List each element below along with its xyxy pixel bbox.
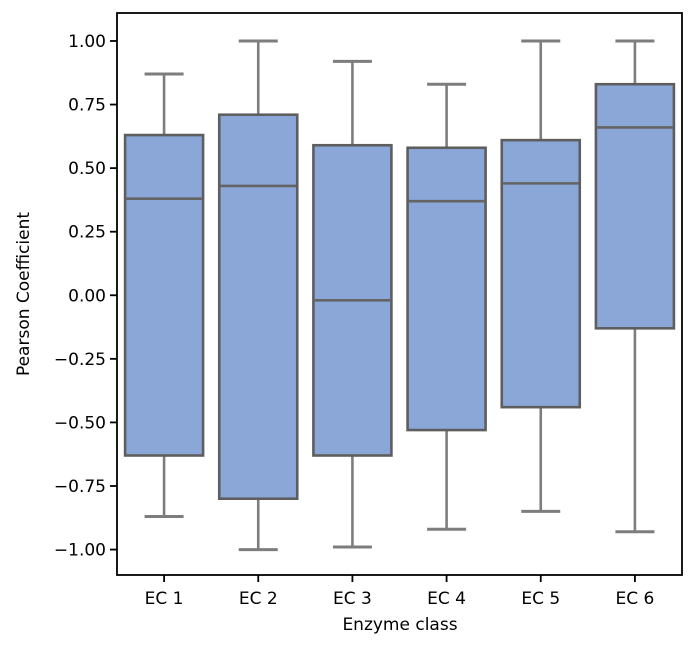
box-rect xyxy=(406,146,487,432)
x-tick-label: EC 2 xyxy=(239,589,278,609)
y-tick-label: −0.75 xyxy=(54,477,106,497)
x-tick-label: EC 1 xyxy=(145,589,184,609)
box-group-ec-1 xyxy=(123,72,205,519)
box-group-ec-5 xyxy=(500,39,582,513)
y-axis-label: Pearson Coefficient xyxy=(14,212,34,376)
box-rect xyxy=(500,138,582,409)
x-axis-label: Enzyme class xyxy=(342,615,457,635)
chart-layer: EC 1 EC 2 EC 3 EC 4 EC 5 EC 6 1.00 0.75 0.50 0.25… xyxy=(54,12,683,609)
y-tick-label: −1.00 xyxy=(54,541,106,561)
box-group-ec-4 xyxy=(406,82,487,531)
y-tick-label: 0.00 xyxy=(68,286,106,306)
y-tick-label: −0.50 xyxy=(54,413,106,433)
y-tick-label: −0.25 xyxy=(54,350,106,370)
box-group-ec-3 xyxy=(312,59,393,549)
x-tick-label: EC 3 xyxy=(333,589,372,609)
y-tick-label: 1.00 xyxy=(68,32,106,52)
axes-spine xyxy=(116,12,683,576)
y-tick-label: 0.25 xyxy=(68,223,106,243)
x-tick-label: EC 5 xyxy=(521,589,560,609)
x-tick-label: EC 6 xyxy=(615,589,654,609)
x-tick-label: EC 4 xyxy=(427,589,466,609)
y-tick-label: 0.50 xyxy=(68,159,106,179)
box-group-ec-6 xyxy=(594,39,676,534)
box-rect xyxy=(123,133,205,457)
box-rect xyxy=(594,82,676,330)
box-group-ec-2 xyxy=(217,39,299,552)
y-tick-label: 0.75 xyxy=(68,96,106,116)
box-rect xyxy=(217,113,299,501)
